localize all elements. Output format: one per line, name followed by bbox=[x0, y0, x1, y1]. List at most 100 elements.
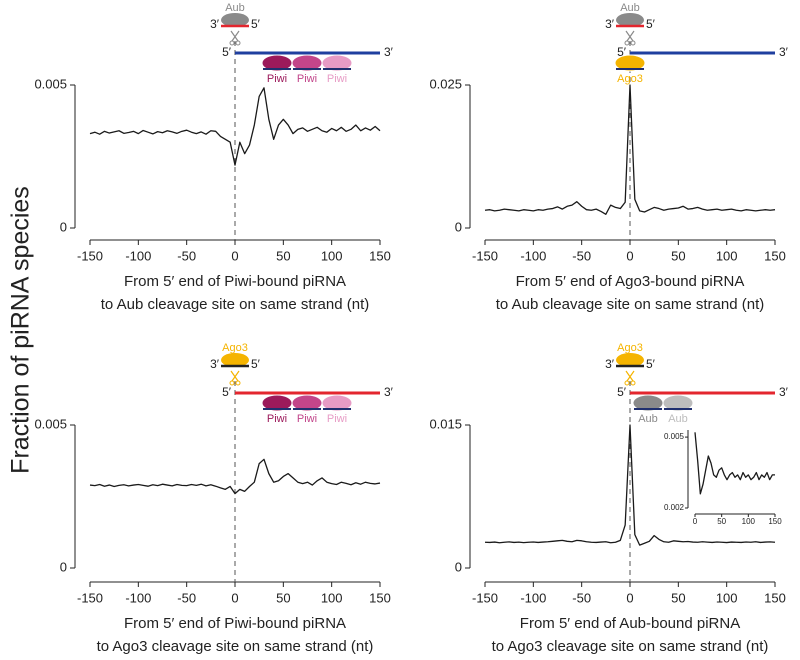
scissors bbox=[230, 370, 240, 382]
guide-end: 5′ bbox=[251, 357, 261, 371]
x-tick-label: -100 bbox=[125, 248, 151, 263]
x-axis-label: to Ago3 cleavage site on same strand (nt… bbox=[492, 638, 769, 655]
guide-protein bbox=[221, 13, 249, 27]
strand-end: 3′ bbox=[779, 45, 789, 59]
x-tick-label: 50 bbox=[717, 517, 726, 526]
guide-label: Aub bbox=[225, 2, 245, 14]
bound-label: Piwi bbox=[267, 413, 287, 425]
guide-protein bbox=[616, 353, 644, 367]
y-tick-label: 0 bbox=[60, 559, 67, 574]
data-line bbox=[89, 458, 381, 495]
x-tick-label: 150 bbox=[764, 248, 786, 263]
scissors bbox=[625, 370, 635, 382]
bound-label: Ago3 bbox=[617, 73, 643, 85]
strand-end: 5′ bbox=[222, 385, 232, 399]
guide-end: 3′ bbox=[605, 357, 615, 371]
x-tick-label: 50 bbox=[671, 590, 685, 605]
x-axis-label: From 5′ end of Aub-bound piRNA bbox=[520, 615, 740, 632]
x-tick-label: 100 bbox=[716, 248, 738, 263]
x-tick-label: 100 bbox=[321, 248, 343, 263]
x-axis-label: From 5′ end of Ago3-bound piRNA bbox=[516, 273, 745, 290]
data-line bbox=[694, 432, 775, 495]
x-tick-label: 0 bbox=[626, 248, 633, 263]
y-tick-label: 0.005 bbox=[34, 416, 67, 431]
x-tick-label: -50 bbox=[177, 248, 196, 263]
x-tick-label: 0 bbox=[626, 590, 633, 605]
guide-end: 5′ bbox=[251, 17, 261, 31]
scissors bbox=[229, 40, 235, 46]
x-tick-label: 150 bbox=[369, 590, 391, 605]
scissors bbox=[235, 380, 241, 386]
x-tick-label: 150 bbox=[369, 248, 391, 263]
x-tick-label: 150 bbox=[764, 590, 786, 605]
x-axis-label: From 5′ end of Piwi-bound piRNA bbox=[124, 615, 346, 632]
data-line bbox=[89, 87, 381, 166]
x-tick-label: -100 bbox=[520, 248, 546, 263]
x-tick-label: 100 bbox=[716, 590, 738, 605]
x-tick-label: 0 bbox=[231, 590, 238, 605]
bound-label: Piwi bbox=[297, 413, 317, 425]
x-tick-label: -150 bbox=[472, 248, 498, 263]
y-tick-label: 0.015 bbox=[429, 416, 462, 431]
scissors bbox=[235, 40, 241, 46]
data-line bbox=[484, 84, 776, 215]
x-tick-label: -50 bbox=[177, 590, 196, 605]
bound-protein bbox=[662, 394, 694, 412]
scissors bbox=[625, 30, 635, 42]
scissors bbox=[624, 40, 630, 46]
x-tick-label: 50 bbox=[671, 248, 685, 263]
bound-label: Piwi bbox=[267, 73, 287, 85]
x-tick-label: -150 bbox=[472, 590, 498, 605]
strand-end: 3′ bbox=[384, 45, 394, 59]
y-tick-label: 0.002 bbox=[664, 503, 685, 512]
bound-label: Piwi bbox=[327, 413, 347, 425]
bound-label: Piwi bbox=[297, 73, 317, 85]
x-axis-label: to Aub cleavage site on same strand (nt) bbox=[496, 296, 764, 313]
x-axis-label: to Aub cleavage site on same strand (nt) bbox=[101, 296, 369, 313]
strand-end: 5′ bbox=[222, 45, 232, 59]
x-tick-label: 0 bbox=[231, 248, 238, 263]
guide-label: Ago3 bbox=[617, 342, 643, 354]
scissors bbox=[624, 380, 630, 386]
bound-protein bbox=[614, 54, 646, 72]
x-tick-label: 0 bbox=[693, 517, 698, 526]
scissors bbox=[630, 40, 636, 46]
guide-label: Ago3 bbox=[222, 342, 248, 354]
guide-end: 3′ bbox=[605, 17, 615, 31]
y-tick-label: 0 bbox=[455, 219, 462, 234]
x-tick-label: -100 bbox=[125, 590, 151, 605]
x-tick-label: 50 bbox=[276, 248, 290, 263]
strand-end: 5′ bbox=[617, 45, 627, 59]
guide-end: 3′ bbox=[210, 357, 220, 371]
y-tick-label: 0 bbox=[60, 219, 67, 234]
y-tick-label: 0.005 bbox=[34, 76, 67, 91]
x-tick-label: -150 bbox=[77, 248, 103, 263]
x-tick-label: -50 bbox=[572, 590, 591, 605]
guide-end: 3′ bbox=[210, 17, 220, 31]
x-tick-label: 100 bbox=[321, 590, 343, 605]
guide-end: 5′ bbox=[646, 17, 656, 31]
x-axis-label: to Ago3 cleavage site on same strand (nt… bbox=[97, 638, 374, 655]
x-tick-label: -150 bbox=[77, 590, 103, 605]
x-tick-label: -50 bbox=[572, 248, 591, 263]
bound-protein bbox=[321, 394, 353, 412]
scissors bbox=[230, 30, 240, 42]
y-axis-label: Fraction of piRNA species bbox=[7, 186, 35, 474]
x-tick-label: -100 bbox=[520, 590, 546, 605]
data-line bbox=[484, 424, 776, 546]
scissors bbox=[630, 380, 636, 386]
x-axis-label: From 5′ end of Piwi-bound piRNA bbox=[124, 273, 346, 290]
strand-end: 5′ bbox=[617, 385, 627, 399]
y-tick-label: 0.025 bbox=[429, 76, 462, 91]
bound-label: Aub bbox=[668, 413, 688, 425]
strand-end: 3′ bbox=[779, 385, 789, 399]
strand-end: 3′ bbox=[384, 385, 394, 399]
bound-label: Aub bbox=[638, 413, 658, 425]
bound-protein bbox=[321, 54, 353, 72]
guide-end: 5′ bbox=[646, 357, 656, 371]
x-tick-label: 50 bbox=[276, 590, 290, 605]
x-tick-label: 100 bbox=[742, 517, 756, 526]
guide-protein bbox=[221, 353, 249, 367]
